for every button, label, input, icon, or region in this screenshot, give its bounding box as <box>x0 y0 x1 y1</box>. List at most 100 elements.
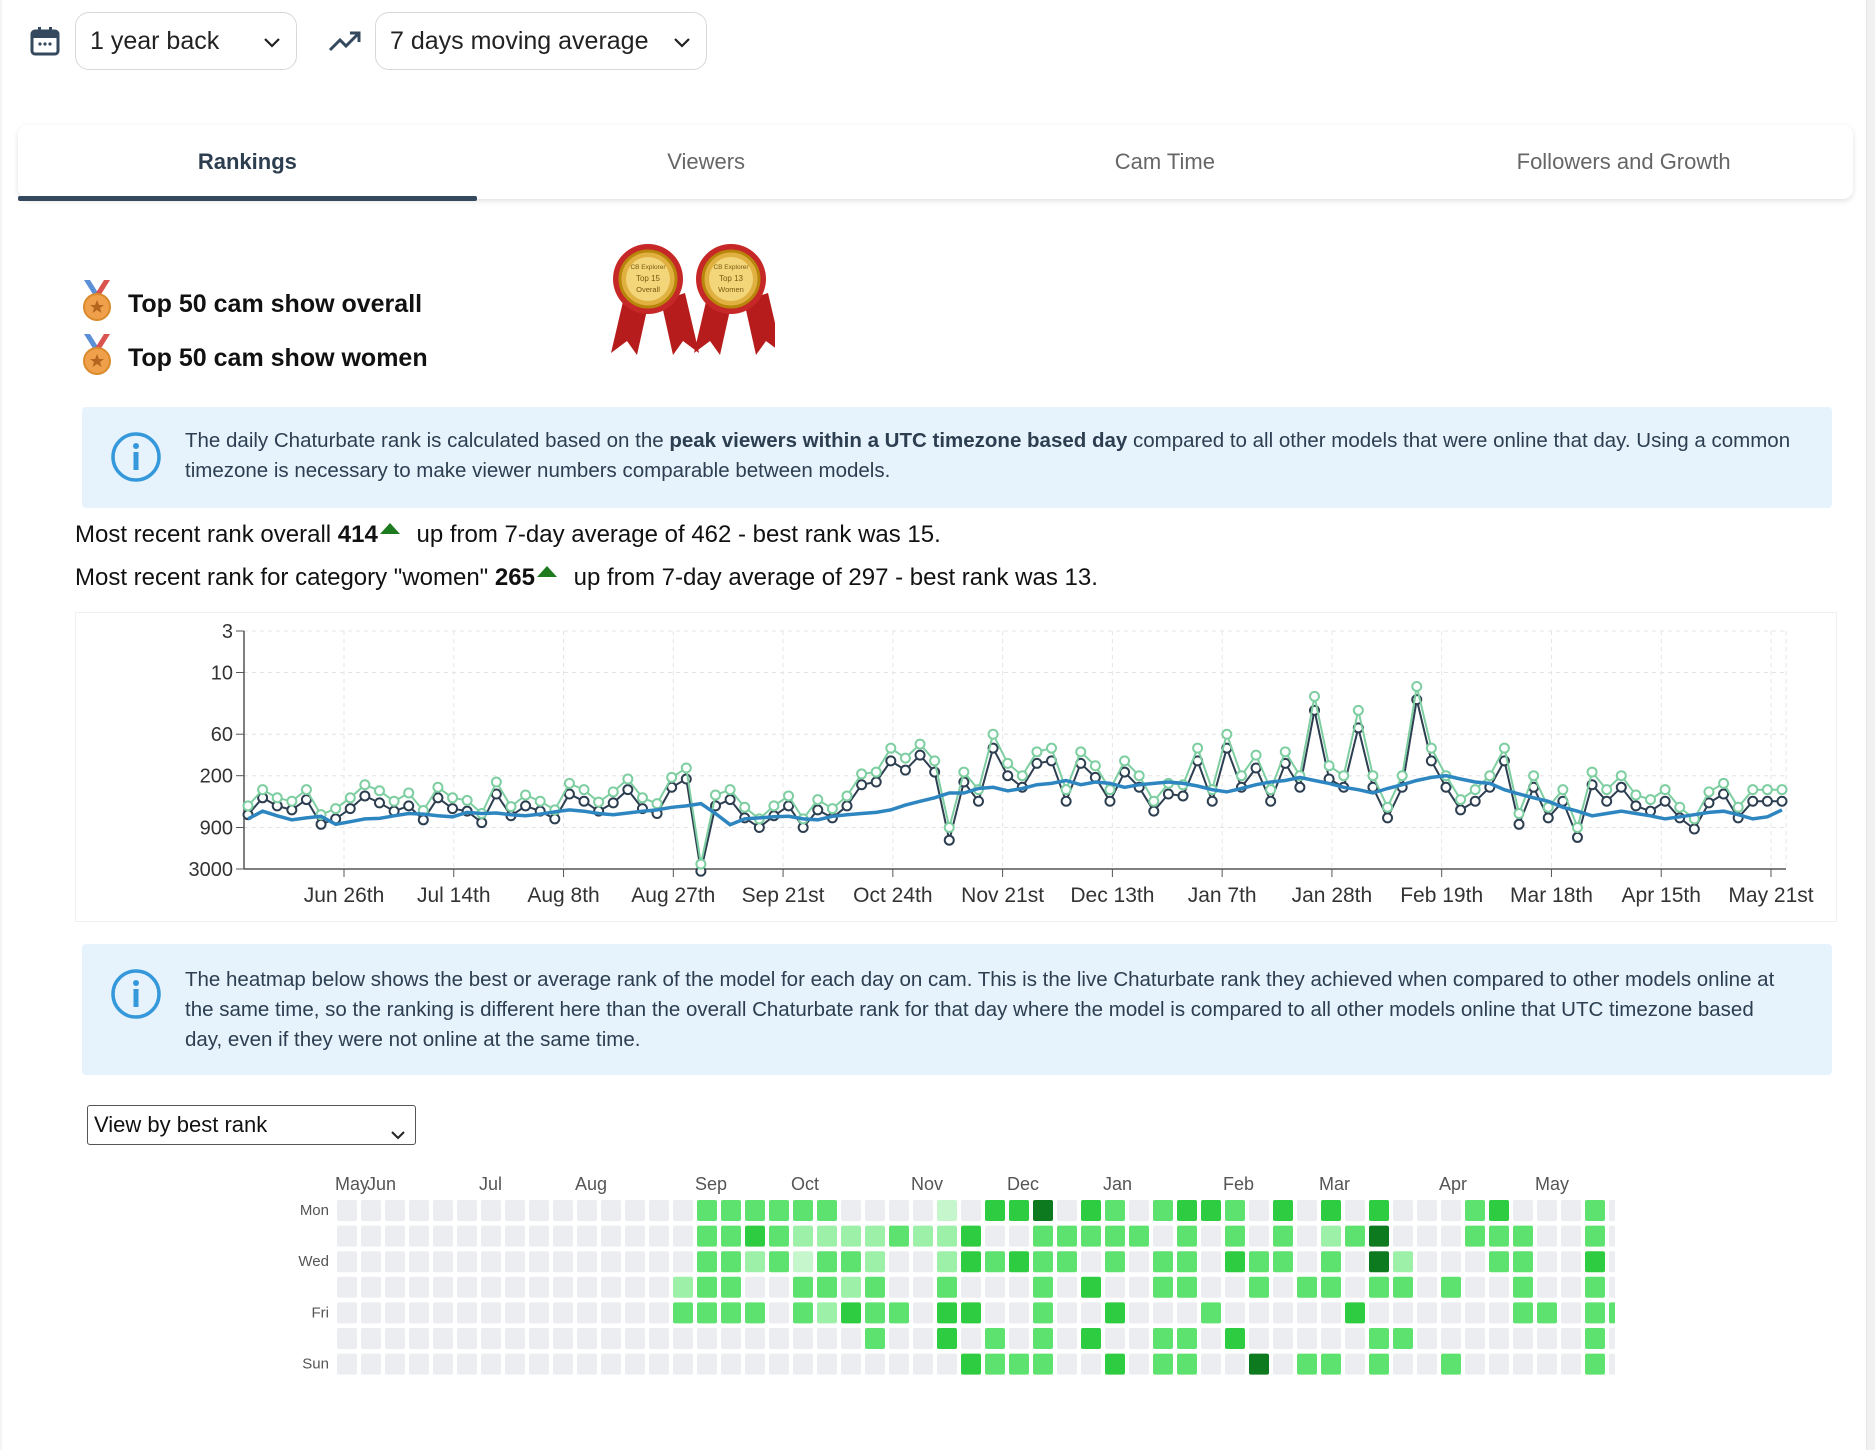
rank-point <box>1046 742 1058 754</box>
rank-point <box>1119 755 1131 767</box>
heatmap-view-select[interactable]: View by best rank <box>87 1105 416 1145</box>
heatmap-month-label: Aug <box>575 1174 607 1194</box>
page-scrollbar[interactable] <box>1866 0 1875 1450</box>
rank-point <box>797 822 809 834</box>
heatmap-cell <box>1201 1200 1221 1221</box>
heatmap-cell <box>1585 1251 1605 1273</box>
heatmap-cell <box>1417 1251 1437 1273</box>
heatmap-cell <box>769 1328 789 1349</box>
award-label: Top 50 cam show overall <box>128 290 423 318</box>
heatmap-cell <box>1369 1225 1389 1247</box>
heatmap-cell <box>505 1302 525 1324</box>
heatmap-cell <box>841 1200 861 1221</box>
rank-info-box: The daily Chaturbate rank is calculated … <box>82 407 1832 508</box>
heatmap-cell <box>745 1200 765 1221</box>
rank-point <box>783 800 795 812</box>
rank-point <box>1031 746 1043 758</box>
heatmap-day-label: Mon <box>300 1202 329 1219</box>
rank-women-suffix: up from 7-day average of 297 - best rank… <box>566 564 1098 591</box>
tab-cam-time[interactable]: Cam Time <box>1114 149 1215 174</box>
heatmap-cell <box>1081 1302 1101 1324</box>
rank-point <box>1016 770 1028 782</box>
heatmap-cell <box>481 1353 501 1375</box>
heatmap-cell <box>1393 1200 1413 1221</box>
rank-point <box>885 742 897 754</box>
heatmap-cell <box>409 1353 429 1375</box>
heatmap-cell <box>841 1302 861 1324</box>
heatmap-cell <box>1273 1302 1293 1324</box>
heatmap-cell <box>601 1328 621 1349</box>
rank-point <box>812 794 824 806</box>
heatmap-cell <box>1321 1200 1341 1221</box>
heatmap-cell <box>1033 1200 1053 1221</box>
heatmap-month-label: Nov <box>911 1174 943 1194</box>
heatmap-cell <box>1417 1353 1437 1375</box>
rank-point <box>1425 755 1437 767</box>
heatmap-cell <box>361 1251 381 1273</box>
heatmap-cell <box>529 1251 549 1273</box>
heatmap-cell <box>1345 1276 1365 1298</box>
heatmap-cell <box>1129 1251 1149 1273</box>
info-icon <box>110 968 162 1025</box>
heatmap-cell <box>1273 1353 1293 1375</box>
heatmap-cell <box>577 1225 597 1247</box>
heatmap-cell <box>1081 1200 1101 1221</box>
smoothing-select[interactable]: 7 days moving average <box>375 12 707 70</box>
heatmap-cell <box>649 1276 669 1298</box>
heatmap-cell <box>745 1302 765 1324</box>
heatmap-cell <box>1489 1302 1509 1324</box>
rank-point <box>1221 728 1233 740</box>
left-edge <box>0 0 2 1450</box>
heatmap-cell <box>553 1328 573 1349</box>
rank-women-prefix: Most recent rank for category "women" <box>75 564 495 591</box>
x-tick-label: Oct 24th <box>853 884 932 907</box>
rank-point <box>1002 770 1014 782</box>
heatmap-cell <box>1561 1225 1581 1247</box>
heatmap-cell <box>697 1225 717 1247</box>
badge-line: Women <box>718 285 744 294</box>
heatmap-cell <box>1009 1251 1029 1273</box>
heatmap-cell <box>337 1225 357 1247</box>
heatmap-cell <box>1009 1200 1029 1221</box>
heatmap-cell <box>1609 1200 1615 1221</box>
heatmap-cell <box>505 1276 525 1298</box>
rank-point <box>432 781 444 793</box>
heatmap-cell <box>1489 1225 1509 1247</box>
heatmap-cell <box>985 1251 1005 1273</box>
heatmap-cell <box>625 1353 645 1375</box>
tab-rankings[interactable]: Rankings <box>18 125 477 201</box>
heatmap-cell <box>1057 1200 1077 1221</box>
tab-viewers[interactable]: Viewers <box>667 149 746 174</box>
period-select[interactable]: 1 year back <box>75 12 297 70</box>
heatmap-cell <box>769 1200 789 1221</box>
heatmap-cell <box>601 1276 621 1298</box>
heatmap-cell <box>409 1328 429 1349</box>
rank-point <box>447 792 459 804</box>
heatmap-cell <box>553 1276 573 1298</box>
heatmap-cell <box>409 1276 429 1298</box>
heatmap-cell <box>721 1353 741 1375</box>
heatmap-cell <box>769 1251 789 1273</box>
heatmap-cell <box>481 1328 501 1349</box>
heatmap-cell <box>961 1225 981 1247</box>
rank-point <box>1718 788 1730 800</box>
heatmap-cell <box>673 1200 693 1221</box>
rank-point <box>1776 795 1788 807</box>
tab-followers-and-growth[interactable]: Followers and Growth <box>1516 149 1731 174</box>
badge-top15-overall: CB Explorer Top 15 Overall <box>611 244 699 355</box>
smoothing-select-value: 7 days moving average <box>390 26 649 55</box>
heatmap-cell <box>1465 1251 1485 1273</box>
heatmap-cell <box>1585 1328 1605 1349</box>
heatmap-cell <box>1441 1225 1461 1247</box>
medal-icon <box>80 280 114 329</box>
heatmap-cell <box>457 1225 477 1247</box>
heatmap-cell <box>1009 1328 1029 1349</box>
heatmap-cell <box>361 1200 381 1221</box>
rank-point <box>1323 760 1335 772</box>
heatmap-month-label: May <box>1535 1174 1569 1194</box>
heatmap-cell <box>505 1200 525 1221</box>
heatmap-cell <box>1225 1200 1245 1221</box>
rank-point <box>636 792 648 804</box>
rank-point <box>1235 770 1247 782</box>
heatmap-cell <box>1225 1251 1245 1273</box>
